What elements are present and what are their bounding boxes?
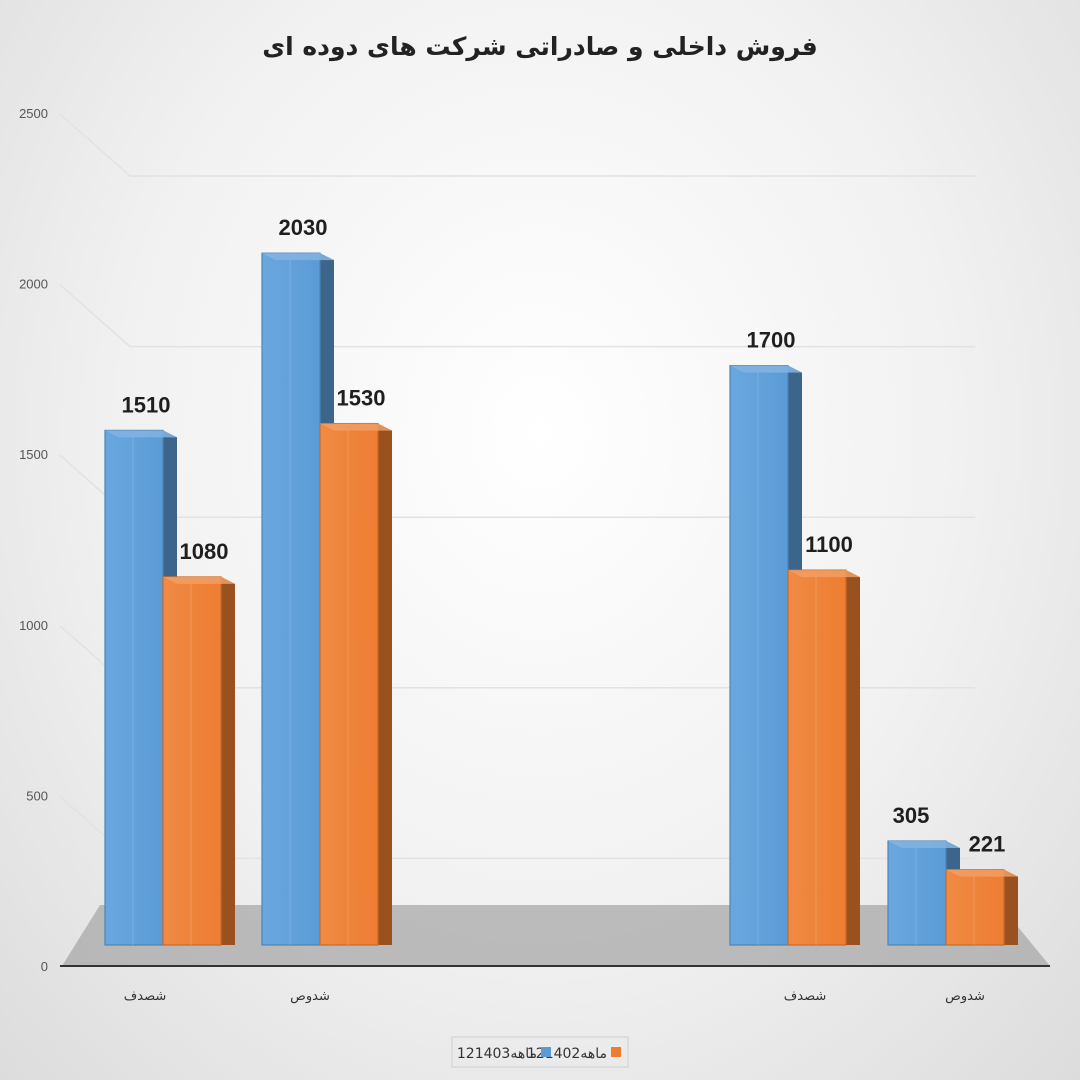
bar-side xyxy=(846,570,860,945)
legend-swatch-1403 xyxy=(541,1047,551,1057)
x-category-label: شصدف xyxy=(784,989,826,1004)
bar-top xyxy=(163,576,235,584)
bar-side xyxy=(1004,869,1018,945)
gridline xyxy=(59,454,975,518)
legend-swatch-1402 xyxy=(611,1047,621,1057)
bar-front xyxy=(887,840,947,946)
y-axis-ticks: 0 500 1000 1500 2000 2500 xyxy=(19,106,48,974)
legend-label-1403: 12ماهه1403 xyxy=(457,1046,537,1062)
y-tick-label: 1000 xyxy=(19,618,48,633)
bar-side xyxy=(378,423,392,945)
bar-front xyxy=(319,422,379,946)
data-label: 1530 xyxy=(337,386,386,411)
x-category-label: شدوص xyxy=(945,989,985,1004)
data-label: 1510 xyxy=(122,392,171,417)
bar xyxy=(787,569,860,946)
data-label: 1100 xyxy=(805,532,853,557)
y-tick-label: 1500 xyxy=(19,447,48,462)
data-label: 1080 xyxy=(180,539,229,564)
bar-top xyxy=(730,365,802,373)
bar-front xyxy=(787,569,847,946)
gridline xyxy=(59,113,975,177)
bars xyxy=(104,252,1018,946)
y-tick-label: 2000 xyxy=(19,277,48,292)
bar-top xyxy=(105,430,177,438)
y-tick-label: 0 xyxy=(41,959,48,974)
x-category-label: شدوص xyxy=(290,989,330,1004)
bar-top xyxy=(888,841,960,849)
bar xyxy=(162,576,235,946)
gridline xyxy=(59,284,975,348)
bar-side xyxy=(221,576,235,945)
data-label: 221 xyxy=(969,832,1006,857)
bar-top xyxy=(788,570,860,578)
bar-top xyxy=(262,253,334,261)
bar xyxy=(319,422,392,946)
chart-title: فروش داخلی و صادراتی شرکت های دوده ای xyxy=(262,32,818,62)
data-label: 305 xyxy=(893,803,930,828)
bar-front xyxy=(104,429,164,946)
bar-top xyxy=(946,869,1018,877)
legend: 12ماهه1402 12ماهه1403 xyxy=(451,1036,629,1068)
legend-label-1402: 12ماهه1402 xyxy=(527,1046,607,1062)
y-tick-label: 500 xyxy=(26,788,48,803)
x-axis-categories: شصدف شدوص شصدف شدوص xyxy=(124,989,985,1004)
bar xyxy=(945,869,1018,946)
data-label: 2030 xyxy=(279,215,328,240)
bar-front xyxy=(945,869,1005,946)
bar-front xyxy=(162,576,222,946)
bar-top xyxy=(320,423,392,431)
data-labels: 1510 2030 1700 305 1080 1530 1100 221 xyxy=(122,215,1006,857)
y-tick-label: 2500 xyxy=(19,106,48,121)
x-category-label: شصدف xyxy=(124,989,166,1004)
bar-front xyxy=(261,252,321,946)
bar-front xyxy=(729,365,789,946)
data-label: 1700 xyxy=(747,328,796,353)
bar xyxy=(104,429,177,946)
legend-frame xyxy=(451,1036,629,1068)
